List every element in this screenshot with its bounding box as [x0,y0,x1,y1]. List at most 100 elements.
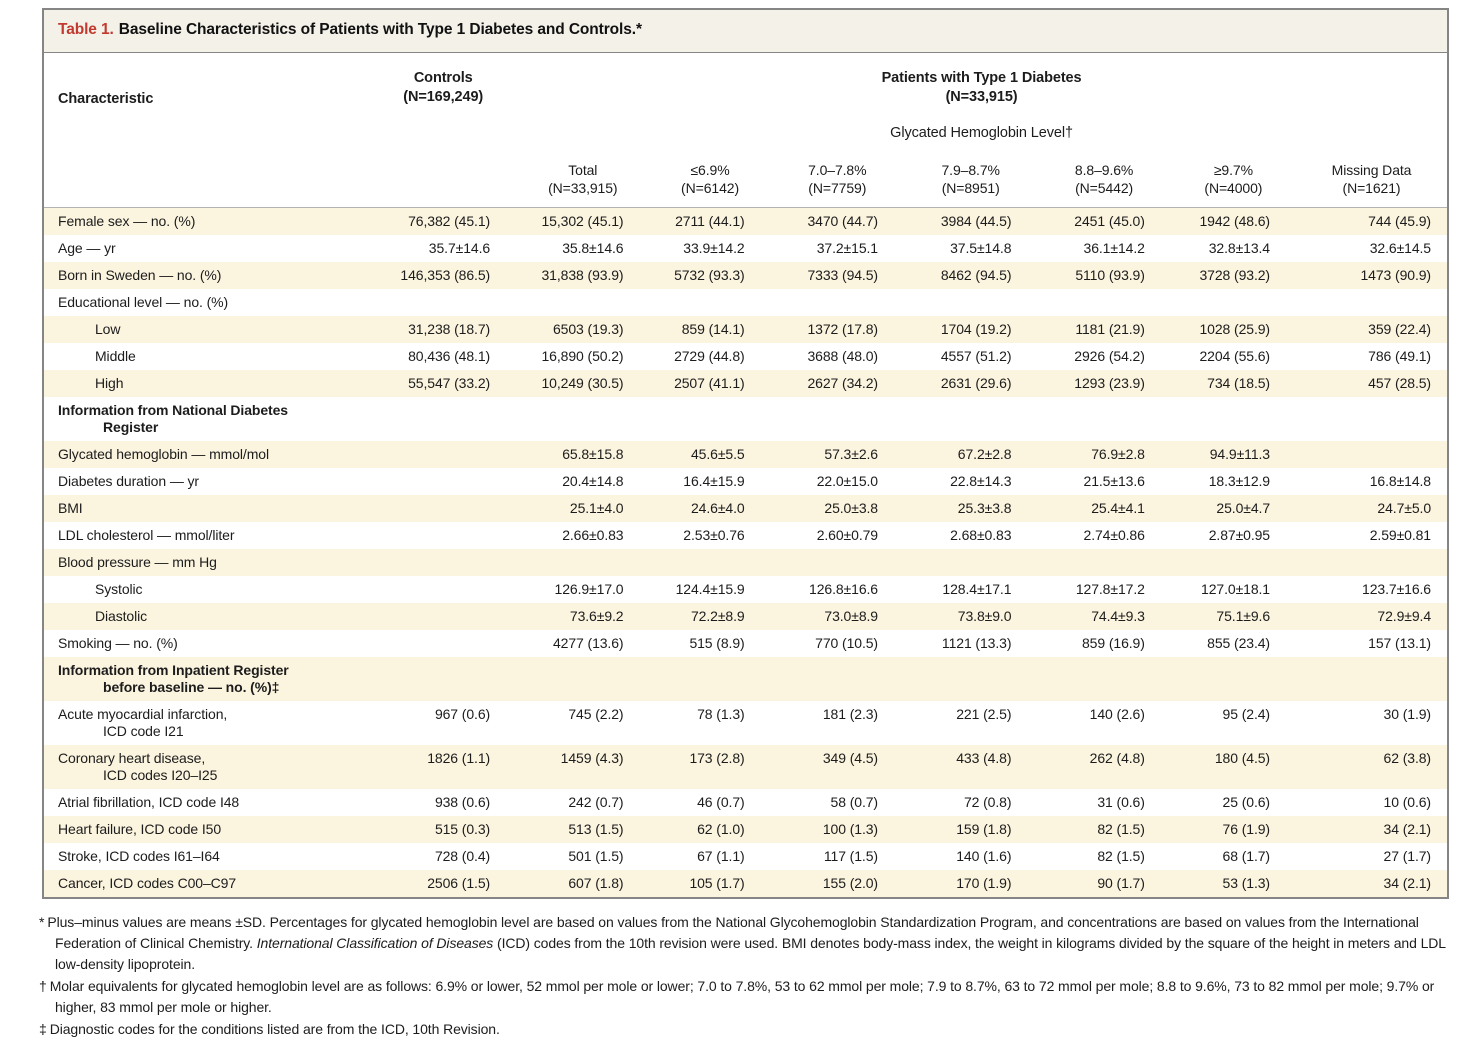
value-cell: 105 (1.7) [689,874,745,891]
value-cell: 2.74±0.86 [1083,526,1145,543]
value-cell: 4277 (13.6) [552,634,624,651]
value-cell: 33.9±14.2 [683,239,745,256]
value-cell: 31,838 (93.9) [541,266,624,283]
table-row: Information from Inpatient Register befor… [44,656,1447,701]
row-label: Middle [95,347,136,364]
value-cell: 734 (18.5) [1207,374,1270,391]
value-cell [771,289,904,316]
value-cell [1037,549,1170,576]
value-cell: 95 (2.4) [1222,705,1271,722]
row-label: High [95,374,124,391]
row-label: Information from National Diabetes Regist… [58,401,288,435]
value-cell [516,549,649,576]
value-cell: 67.2±2.8 [957,445,1012,462]
row-label: Smoking — no. (%) [58,634,178,651]
value-cell [370,549,516,576]
value-cell: 128.4±17.1 [942,580,1012,597]
value-cell: 1181 (21.9) [1075,320,1145,337]
value-cell [370,441,516,468]
value-cell [1296,549,1447,576]
value-cell: 859 (16.9) [1081,634,1145,651]
value-cell: 31 (0.6) [1097,793,1145,810]
patients-n: (N=33,915) [945,88,1018,105]
value-cell: 73.6±9.2 [569,607,624,624]
value-cell [370,289,516,316]
row-label: Born in Sweden — no. (%) [58,266,222,283]
value-cell: 2506 (1.5) [427,874,491,891]
value-cell: 37.5±14.8 [950,239,1012,256]
value-cell: 515 (0.3) [434,820,491,837]
value-cell: 22.8±14.3 [950,472,1012,489]
value-cell: 21.5±13.6 [1083,472,1145,489]
table-row: Born in Sweden — no. (%) 146,353 (86.5) 31… [44,261,1447,289]
value-cell: 127.8±17.2 [1075,580,1145,597]
table-row: Acute myocardial infarction, ICD code I21… [44,701,1447,745]
row-label: Heart failure, ICD code I50 [58,820,222,837]
table-container: Table 1. Baseline Characteristics of Pati… [42,8,1449,899]
value-cell [516,289,649,316]
column-header-ge-9-7: ≥9.7% (N=4000) [1170,144,1296,208]
value-cell: 938 (0.6) [434,793,491,810]
value-cell: 607 (1.8) [568,874,624,891]
column-group-patients: Patients with Type 1 Diabetes (N=33,915) [516,53,1447,109]
table-row: LDL cholesterol — mmol/liter 2.66±0.83 2.5… [44,522,1447,549]
table-row: Educational level — no. (%) [44,289,1447,316]
value-cell [904,549,1037,576]
value-cell: 2.66±0.83 [562,526,624,543]
value-cell: 72 (0.8) [963,793,1012,810]
value-cell: 30 (1.9) [1383,705,1432,722]
value-cell [649,657,770,701]
value-cell: 2729 (44.8) [674,347,745,364]
value-cell: 349 (4.5) [822,749,878,766]
baseline-characteristics-table: Characteristic Controls (N=169,249) Pati… [44,53,1447,897]
value-cell [516,397,649,441]
value-cell: 433 (4.8) [956,749,1012,766]
value-cell: 24.7±5.0 [1377,499,1431,516]
value-cell: 501 (1.5) [568,847,624,864]
value-cell: 57.3±2.6 [824,445,878,462]
value-cell [771,397,904,441]
value-cell [1171,397,1296,441]
value-cell: 2.68±0.83 [950,526,1012,543]
value-cell: 80,436 (48.1) [408,347,491,364]
value-cell: 117 (1.5) [823,847,878,864]
column-header-le-6-9: ≤6.9% (N=6142) [649,144,771,208]
row-label: Atrial fibrillation, ICD code I48 [58,793,240,810]
row-label: BMI [58,499,83,516]
row-label: Diastolic [95,607,148,624]
value-cell: 31,238 (18.7) [408,320,491,337]
value-cell [1037,289,1170,316]
value-cell: 359 (22.4) [1368,320,1431,337]
value-cell [516,657,649,701]
value-cell: 7333 (94.5) [807,266,878,283]
column-header-8-8-9-6: 8.8–9.6% (N=5442) [1037,144,1171,208]
column-header-characteristic: Characteristic [58,90,154,107]
column-header-7-0-7-8: 7.0–7.8% (N=7759) [770,144,904,208]
controls-n: (N=169,249) [403,88,484,105]
value-cell: 25.0±4.7 [1216,499,1270,516]
table-row: Cancer, ICD codes C00–C97 2506 (1.5) 607 (… [44,869,1447,897]
value-cell: 180 (4.5) [1214,749,1270,766]
table-row: Heart failure, ICD code I50 515 (0.3) 513 … [44,815,1447,843]
table-row: Middle 80,436 (48.1) 16,890 (50.2) 2729 (44… [44,343,1447,370]
value-cell: 123.7±16.6 [1362,580,1431,597]
value-cell: 170 (1.9) [956,874,1012,891]
value-cell: 967 (0.6) [434,705,491,722]
value-cell: 5732 (93.3) [674,266,745,283]
value-cell: 68 (1.7) [1222,847,1271,864]
footnote-star-marker: * [39,913,45,930]
value-cell: 27 (1.7) [1383,847,1432,864]
value-cell: 94.9±11.3 [1209,445,1270,462]
value-cell: 2.53±0.76 [683,526,745,543]
value-cell: 67 (1.1) [697,847,745,864]
value-cell [370,603,516,630]
value-cell: 73.8±9.0 [957,607,1012,624]
value-cell: 25.4±4.1 [1091,499,1145,516]
value-cell: 744 (45.9) [1368,212,1431,229]
value-cell: 157 (13.1) [1368,634,1431,651]
value-cell: 1121 (13.3) [941,634,1012,651]
value-cell: 74.4±9.3 [1091,607,1145,624]
table-header: Characteristic Controls (N=169,249) Pati… [44,53,1447,208]
value-cell: 515 (8.9) [689,634,745,651]
column-header-missing-data: Missing Data (N=1621) [1296,144,1447,208]
